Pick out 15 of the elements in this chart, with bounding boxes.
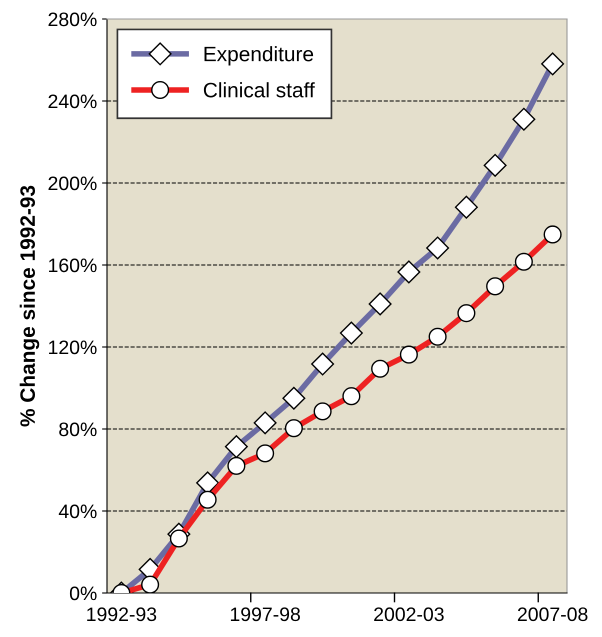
x-tick-label: 1992-93 — [87, 607, 156, 622]
legend-label: Expenditure — [204, 46, 314, 66]
x-tick-label: 2007-08 — [518, 607, 588, 622]
y-tick-label: 240% — [48, 94, 97, 108]
y-tick-label: 160% — [49, 258, 97, 272]
y-tick-label: 80% — [59, 422, 97, 436]
y-tick-label: 0% — [70, 586, 97, 600]
y-tick-label: 40% — [58, 504, 97, 518]
x-tick-label: 1997-98 — [230, 607, 300, 622]
x-tick-label: 2002-03 — [374, 607, 444, 622]
y-axis-title: % Change since 1992-93 — [20, 186, 40, 426]
y-tick-label: 280% — [48, 12, 97, 26]
y-tick-label: 120% — [49, 340, 97, 354]
y-tick-label: 200% — [48, 176, 97, 190]
legend-label: Clinical staff — [204, 82, 315, 98]
